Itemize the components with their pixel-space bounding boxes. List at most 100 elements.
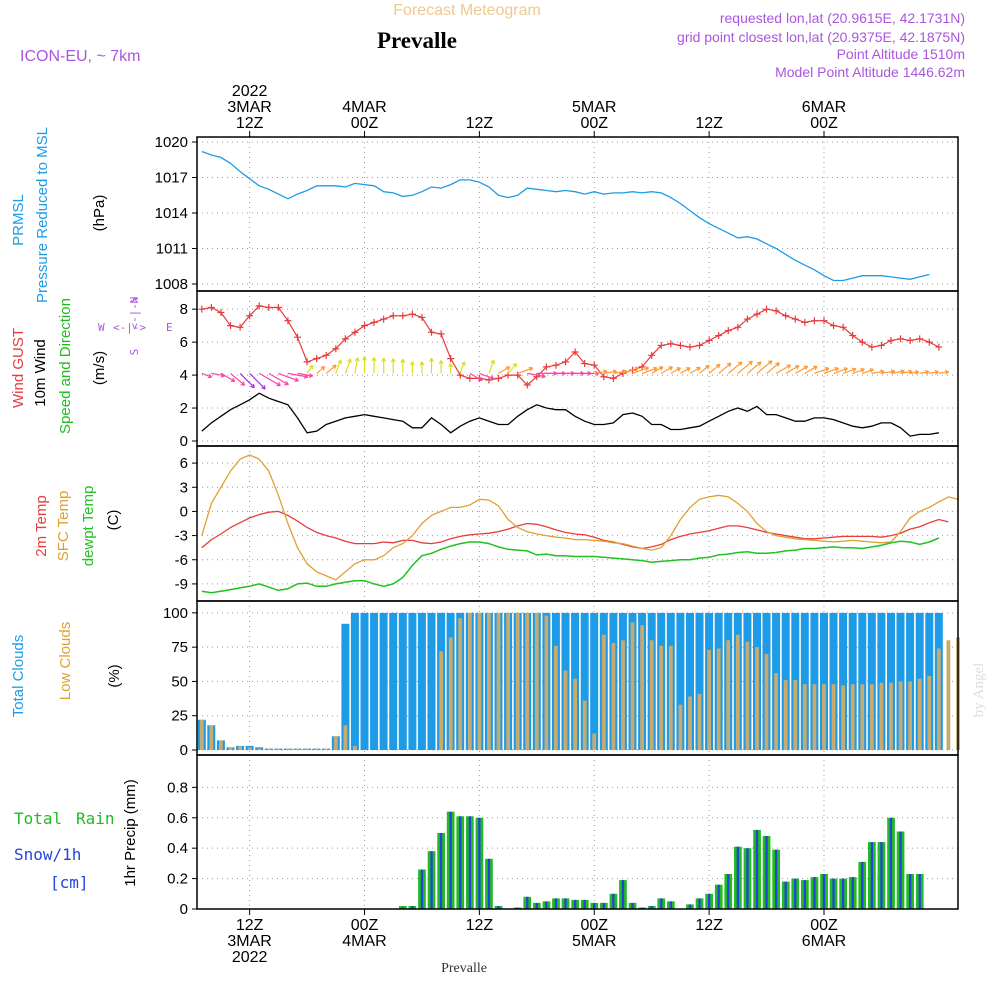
low-cloud-bar — [936, 648, 941, 750]
wind-direction-arrow — [938, 369, 950, 375]
gust-marker — [303, 358, 311, 366]
low-cloud-bar — [755, 647, 759, 750]
gust-marker — [562, 358, 570, 366]
wind-direction-arrow — [268, 372, 289, 386]
gust-marker — [265, 304, 273, 312]
total-cloud-bar — [858, 612, 867, 750]
temp-dewpt-label: dewpt Temp — [80, 486, 97, 567]
y-tick-label: 1014 — [155, 205, 188, 222]
total-cloud-bar — [370, 612, 379, 750]
snow-bar — [574, 899, 577, 909]
snow-bar — [909, 874, 912, 909]
gust-marker — [782, 312, 790, 320]
gust-marker — [858, 338, 866, 346]
snow-bar — [420, 869, 424, 909]
low-cloud-bar — [764, 654, 769, 750]
low-cloud-bar — [343, 725, 348, 750]
low-cloud-bar — [353, 745, 357, 750]
wind-direction-arrow — [325, 364, 337, 374]
wind-direction-arrow — [919, 369, 930, 375]
snow-bar — [822, 874, 826, 909]
low-cloud-bar — [726, 640, 731, 750]
time-label: 00Z — [580, 115, 608, 132]
low-cloud-bar — [869, 684, 874, 750]
requested-coords: requested lon,lat (20.9615E, 42.1731N) — [720, 10, 965, 26]
gust-marker — [753, 310, 761, 318]
wind-direction-arrow — [362, 356, 367, 374]
snow-bar — [660, 898, 663, 909]
time-label: 00Z — [351, 917, 379, 934]
total-cloud-bar — [590, 612, 599, 750]
gust-marker — [236, 323, 244, 331]
gust-marker — [897, 335, 905, 343]
compass-ns-arrows: <-|-> — [128, 296, 141, 329]
total-cloud-bar — [417, 612, 426, 750]
snow-bar — [832, 878, 835, 909]
wind-direction-arrow — [498, 366, 511, 374]
wind-direction-arrow — [622, 366, 640, 374]
total-cloud-bar — [580, 612, 589, 750]
total-cloud-bar — [829, 612, 838, 750]
gust-marker — [600, 373, 608, 381]
time-label: 5MAR — [572, 933, 616, 950]
low-cloud-bar — [534, 612, 539, 750]
low-cloud-bar — [286, 748, 290, 750]
gust-marker — [839, 323, 847, 331]
total-cloud-bar — [810, 612, 819, 750]
wind-direction-arrow — [201, 372, 213, 379]
y-tick-label: -3 — [175, 528, 188, 545]
wind-direction-arrow — [804, 365, 818, 374]
panel-precip: 0 0.2 0.4 0.6 0.8 — [167, 754, 959, 918]
gust-marker — [332, 345, 340, 353]
pressure-label-2: Pressure Reduced to MSL — [34, 127, 51, 303]
gust-marker — [227, 322, 235, 330]
gust-marker — [217, 308, 225, 316]
gust-marker — [648, 351, 656, 359]
panel-temperature: -9 -6 -3 0 3 6 — [175, 445, 959, 602]
wind-direction-arrow — [775, 364, 792, 374]
y-tick-label: 6 — [180, 334, 188, 351]
wind-direction-arrow — [641, 366, 658, 374]
compass-we-arrows: <-|-> — [113, 321, 146, 334]
time-label: 4MAR — [342, 99, 386, 116]
watermark: by Angel — [971, 663, 987, 718]
grid-point-coords: grid point closest lon,lat (20.9375E, 42… — [677, 29, 965, 45]
wind-direction-arrow — [409, 361, 415, 374]
wind-direction-arrow — [785, 365, 800, 374]
precip-unit: 1hr Precip (mm) — [122, 779, 139, 887]
low-cloud-bar — [439, 651, 443, 750]
total-cloud-bar — [389, 612, 398, 750]
snow-bar — [487, 858, 491, 909]
time-label: 00Z — [810, 115, 838, 132]
gust-marker — [523, 381, 531, 389]
snow-bar — [669, 901, 672, 909]
snow-bar — [497, 906, 500, 909]
gust-marker — [715, 332, 723, 340]
wind-direction-arrow — [459, 361, 466, 374]
precip-total-label: Total — [14, 809, 62, 828]
gust-marker — [389, 312, 397, 320]
low-cloud-bar — [774, 673, 778, 750]
time-label: 12Z — [236, 917, 264, 934]
total-cloud-bar — [887, 612, 895, 750]
wind-direction-arrow — [488, 359, 495, 374]
low-cloud-bar — [822, 684, 826, 750]
wind-direction-arrow — [354, 357, 360, 374]
low-cloud-bar — [783, 680, 788, 750]
total-cloud-bar — [839, 612, 848, 750]
wind-direction-arrow — [795, 365, 809, 374]
gust-marker — [791, 315, 799, 323]
snow-bar — [478, 817, 481, 909]
snow-bar — [535, 902, 538, 909]
wind-direction-arrow — [747, 361, 762, 374]
low-cloud-bar — [793, 680, 798, 750]
point-altitude: Point Altitude 1510m — [837, 46, 965, 62]
snow-bar — [459, 816, 462, 909]
gust-marker — [466, 374, 474, 382]
low-cloud-bar — [266, 748, 271, 750]
wind-direction-arrow — [448, 363, 454, 374]
wind-direction-arrow — [429, 357, 434, 374]
compass-e: E — [166, 321, 173, 334]
low-cloud-bar — [257, 748, 262, 750]
